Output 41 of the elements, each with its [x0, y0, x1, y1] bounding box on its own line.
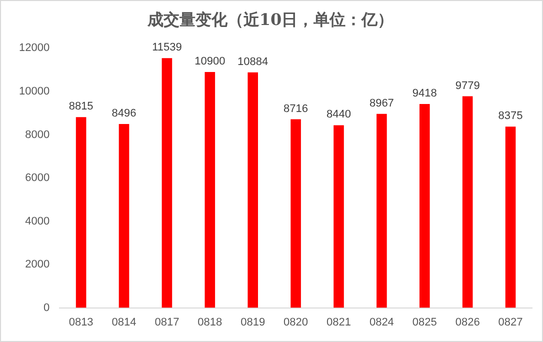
data-label: 10884: [238, 56, 268, 68]
y-tick-label: 10000: [18, 86, 50, 98]
y-tick-label: 0: [43, 302, 50, 314]
y-tick-label: 8000: [25, 128, 50, 141]
bar: [118, 124, 130, 308]
data-label: 8815: [68, 100, 94, 113]
bar: [376, 114, 387, 308]
bar: [162, 58, 172, 308]
x-tick-label: 0813: [68, 316, 94, 328]
x-tick-label: 0819: [240, 316, 266, 328]
bar: [505, 126, 516, 308]
data-label: 8440: [326, 108, 351, 121]
x-tick-label: 0818: [198, 316, 222, 328]
bar: [76, 117, 86, 308]
data-label: 8375: [498, 110, 523, 122]
data-label: 9779: [455, 80, 480, 92]
y-tick-label: 2000: [25, 258, 50, 271]
x-tick-label: 0826: [455, 316, 480, 328]
bar: [419, 104, 430, 308]
x-tick-label: 0820: [284, 316, 308, 328]
bar: [290, 119, 301, 308]
data-label: 8716: [284, 102, 308, 115]
bar: [334, 125, 344, 308]
x-tick-label: 0814: [112, 316, 136, 328]
y-tick-label: 12000: [18, 42, 50, 54]
data-label: 8496: [112, 108, 136, 120]
bar: [204, 72, 216, 308]
bar: [248, 72, 258, 308]
data-label: 10900: [194, 56, 226, 68]
data-label: 8967: [369, 97, 394, 110]
bar: [462, 96, 473, 308]
data-label: 9418: [412, 88, 437, 100]
x-tick-label: 0824: [369, 316, 394, 328]
y-tick-label: 4000: [25, 215, 50, 228]
data-label: 11539: [152, 42, 182, 54]
x-tick-label: 0827: [498, 316, 523, 328]
x-tick-label: 0825: [412, 316, 437, 328]
x-tick-label: 0817: [154, 316, 180, 328]
y-tick-label: 6000: [25, 172, 50, 184]
chart-title: 成交量变化（近10日，单位：亿）: [146, 10, 394, 29]
x-tick-label: 0821: [326, 316, 351, 328]
